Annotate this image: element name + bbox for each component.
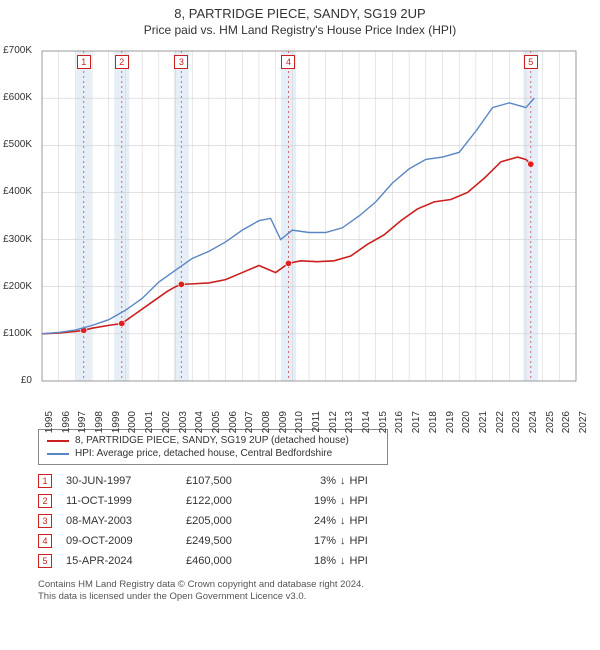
transaction-date: 09-OCT-2009 [66, 535, 186, 547]
x-tick-label: 2020 [461, 411, 472, 433]
x-tick-label: 2005 [211, 411, 222, 433]
y-tick-label: £400K [3, 186, 32, 197]
chart-area: £0£100K£200K£300K£400K£500K£600K£700K199… [36, 41, 596, 411]
y-tick-label: £100K [3, 328, 32, 339]
down-arrow-icon: ↓ [336, 555, 350, 567]
transaction-row: 3 08-MAY-2003£205,00024%↓HPI [38, 511, 590, 531]
legend-row: 8, PARTRIDGE PIECE, SANDY, SG19 2UP (det… [47, 434, 379, 447]
x-tick-label: 2007 [244, 411, 255, 433]
x-tick-label: 1999 [111, 411, 122, 433]
x-tick-label: 2026 [561, 411, 572, 433]
transaction-diff: 19% [276, 495, 336, 507]
x-tick-label: 2011 [311, 411, 322, 433]
x-tick-label: 2008 [261, 411, 272, 433]
down-arrow-icon: ↓ [336, 475, 350, 487]
transaction-diff: 24% [276, 515, 336, 527]
y-tick-label: £300K [3, 234, 32, 245]
transaction-badge: 3 [38, 514, 52, 528]
legend-row: HPI: Average price, detached house, Cent… [47, 447, 379, 460]
transaction-price: £122,000 [186, 495, 276, 507]
transaction-row: 4 09-OCT-2009£249,50017%↓HPI [38, 531, 590, 551]
chart-subtitle: Price paid vs. HM Land Registry's House … [0, 21, 600, 41]
x-tick-label: 1996 [61, 411, 72, 433]
footnote-line-1: Contains HM Land Registry data © Crown c… [38, 579, 590, 591]
x-tick-label: 2025 [545, 411, 556, 433]
transaction-badge: 5 [38, 554, 52, 568]
x-tick-label: 2003 [178, 411, 189, 433]
chart-title: 8, PARTRIDGE PIECE, SANDY, SG19 2UP [0, 0, 600, 21]
x-tick-label: 2012 [328, 411, 339, 433]
event-badge-1: 1 [77, 55, 91, 69]
down-arrow-icon: ↓ [336, 495, 350, 507]
chart-svg [36, 41, 596, 411]
legend: 8, PARTRIDGE PIECE, SANDY, SG19 2UP (det… [38, 429, 388, 465]
transaction-vs: HPI [350, 475, 368, 487]
legend-swatch [47, 453, 69, 455]
transaction-row: 2 11-OCT-1999£122,00019%↓HPI [38, 491, 590, 511]
transaction-vs: HPI [350, 555, 368, 567]
y-tick-label: £0 [21, 375, 32, 386]
x-tick-label: 2015 [378, 411, 389, 433]
x-tick-label: 2016 [394, 411, 405, 433]
x-tick-label: 2001 [144, 411, 155, 433]
transaction-price: £107,500 [186, 475, 276, 487]
x-tick-label: 1995 [44, 411, 55, 433]
transaction-badge: 2 [38, 494, 52, 508]
y-tick-label: £600K [3, 92, 32, 103]
transaction-row: 5 15-APR-2024£460,00018%↓HPI [38, 551, 590, 571]
x-tick-label: 2022 [495, 411, 506, 433]
transaction-price: £460,000 [186, 555, 276, 567]
x-tick-label: 2000 [127, 411, 138, 433]
transaction-badge: 1 [38, 474, 52, 488]
transaction-vs: HPI [350, 535, 368, 547]
footnote-line-2: This data is licensed under the Open Gov… [38, 591, 590, 603]
transaction-price: £249,500 [186, 535, 276, 547]
down-arrow-icon: ↓ [336, 535, 350, 547]
x-tick-label: 1997 [77, 411, 88, 433]
y-tick-label: £200K [3, 281, 32, 292]
x-tick-label: 2023 [511, 411, 522, 433]
x-tick-label: 2002 [161, 411, 172, 433]
transaction-date: 15-APR-2024 [66, 555, 186, 567]
footnote: Contains HM Land Registry data © Crown c… [38, 579, 590, 604]
x-tick-label: 2021 [478, 411, 489, 433]
transaction-date: 11-OCT-1999 [66, 495, 186, 507]
transaction-price: £205,000 [186, 515, 276, 527]
transaction-row: 1 30-JUN-1997£107,5003%↓HPI [38, 471, 590, 491]
event-badge-3: 3 [174, 55, 188, 69]
x-tick-label: 2013 [344, 411, 355, 433]
transaction-diff: 17% [276, 535, 336, 547]
y-tick-label: £700K [3, 45, 32, 56]
y-tick-label: £500K [3, 139, 32, 150]
transactions-table: 130-JUN-1997£107,5003%↓HPI211-OCT-1999£1… [38, 471, 590, 571]
legend-label: 8, PARTRIDGE PIECE, SANDY, SG19 2UP (det… [75, 435, 349, 446]
x-tick-label: 1998 [94, 411, 105, 433]
transaction-vs: HPI [350, 515, 368, 527]
transaction-date: 30-JUN-1997 [66, 475, 186, 487]
transaction-diff: 3% [276, 475, 336, 487]
transaction-vs: HPI [350, 495, 368, 507]
x-tick-label: 2024 [528, 411, 539, 433]
legend-label: HPI: Average price, detached house, Cent… [75, 448, 332, 459]
down-arrow-icon: ↓ [336, 515, 350, 527]
x-tick-label: 2017 [411, 411, 422, 433]
x-tick-label: 2010 [294, 411, 305, 433]
x-tick-label: 2027 [578, 411, 589, 433]
x-tick-label: 2006 [228, 411, 239, 433]
x-tick-label: 2004 [194, 411, 205, 433]
event-badge-2: 2 [115, 55, 129, 69]
legend-swatch [47, 440, 69, 442]
x-tick-label: 2018 [428, 411, 439, 433]
event-badge-5: 5 [524, 55, 538, 69]
transaction-diff: 18% [276, 555, 336, 567]
transaction-badge: 4 [38, 534, 52, 548]
transaction-date: 08-MAY-2003 [66, 515, 186, 527]
event-badge-4: 4 [281, 55, 295, 69]
x-tick-label: 2019 [445, 411, 456, 433]
x-tick-label: 2009 [278, 411, 289, 433]
x-tick-label: 2014 [361, 411, 372, 433]
